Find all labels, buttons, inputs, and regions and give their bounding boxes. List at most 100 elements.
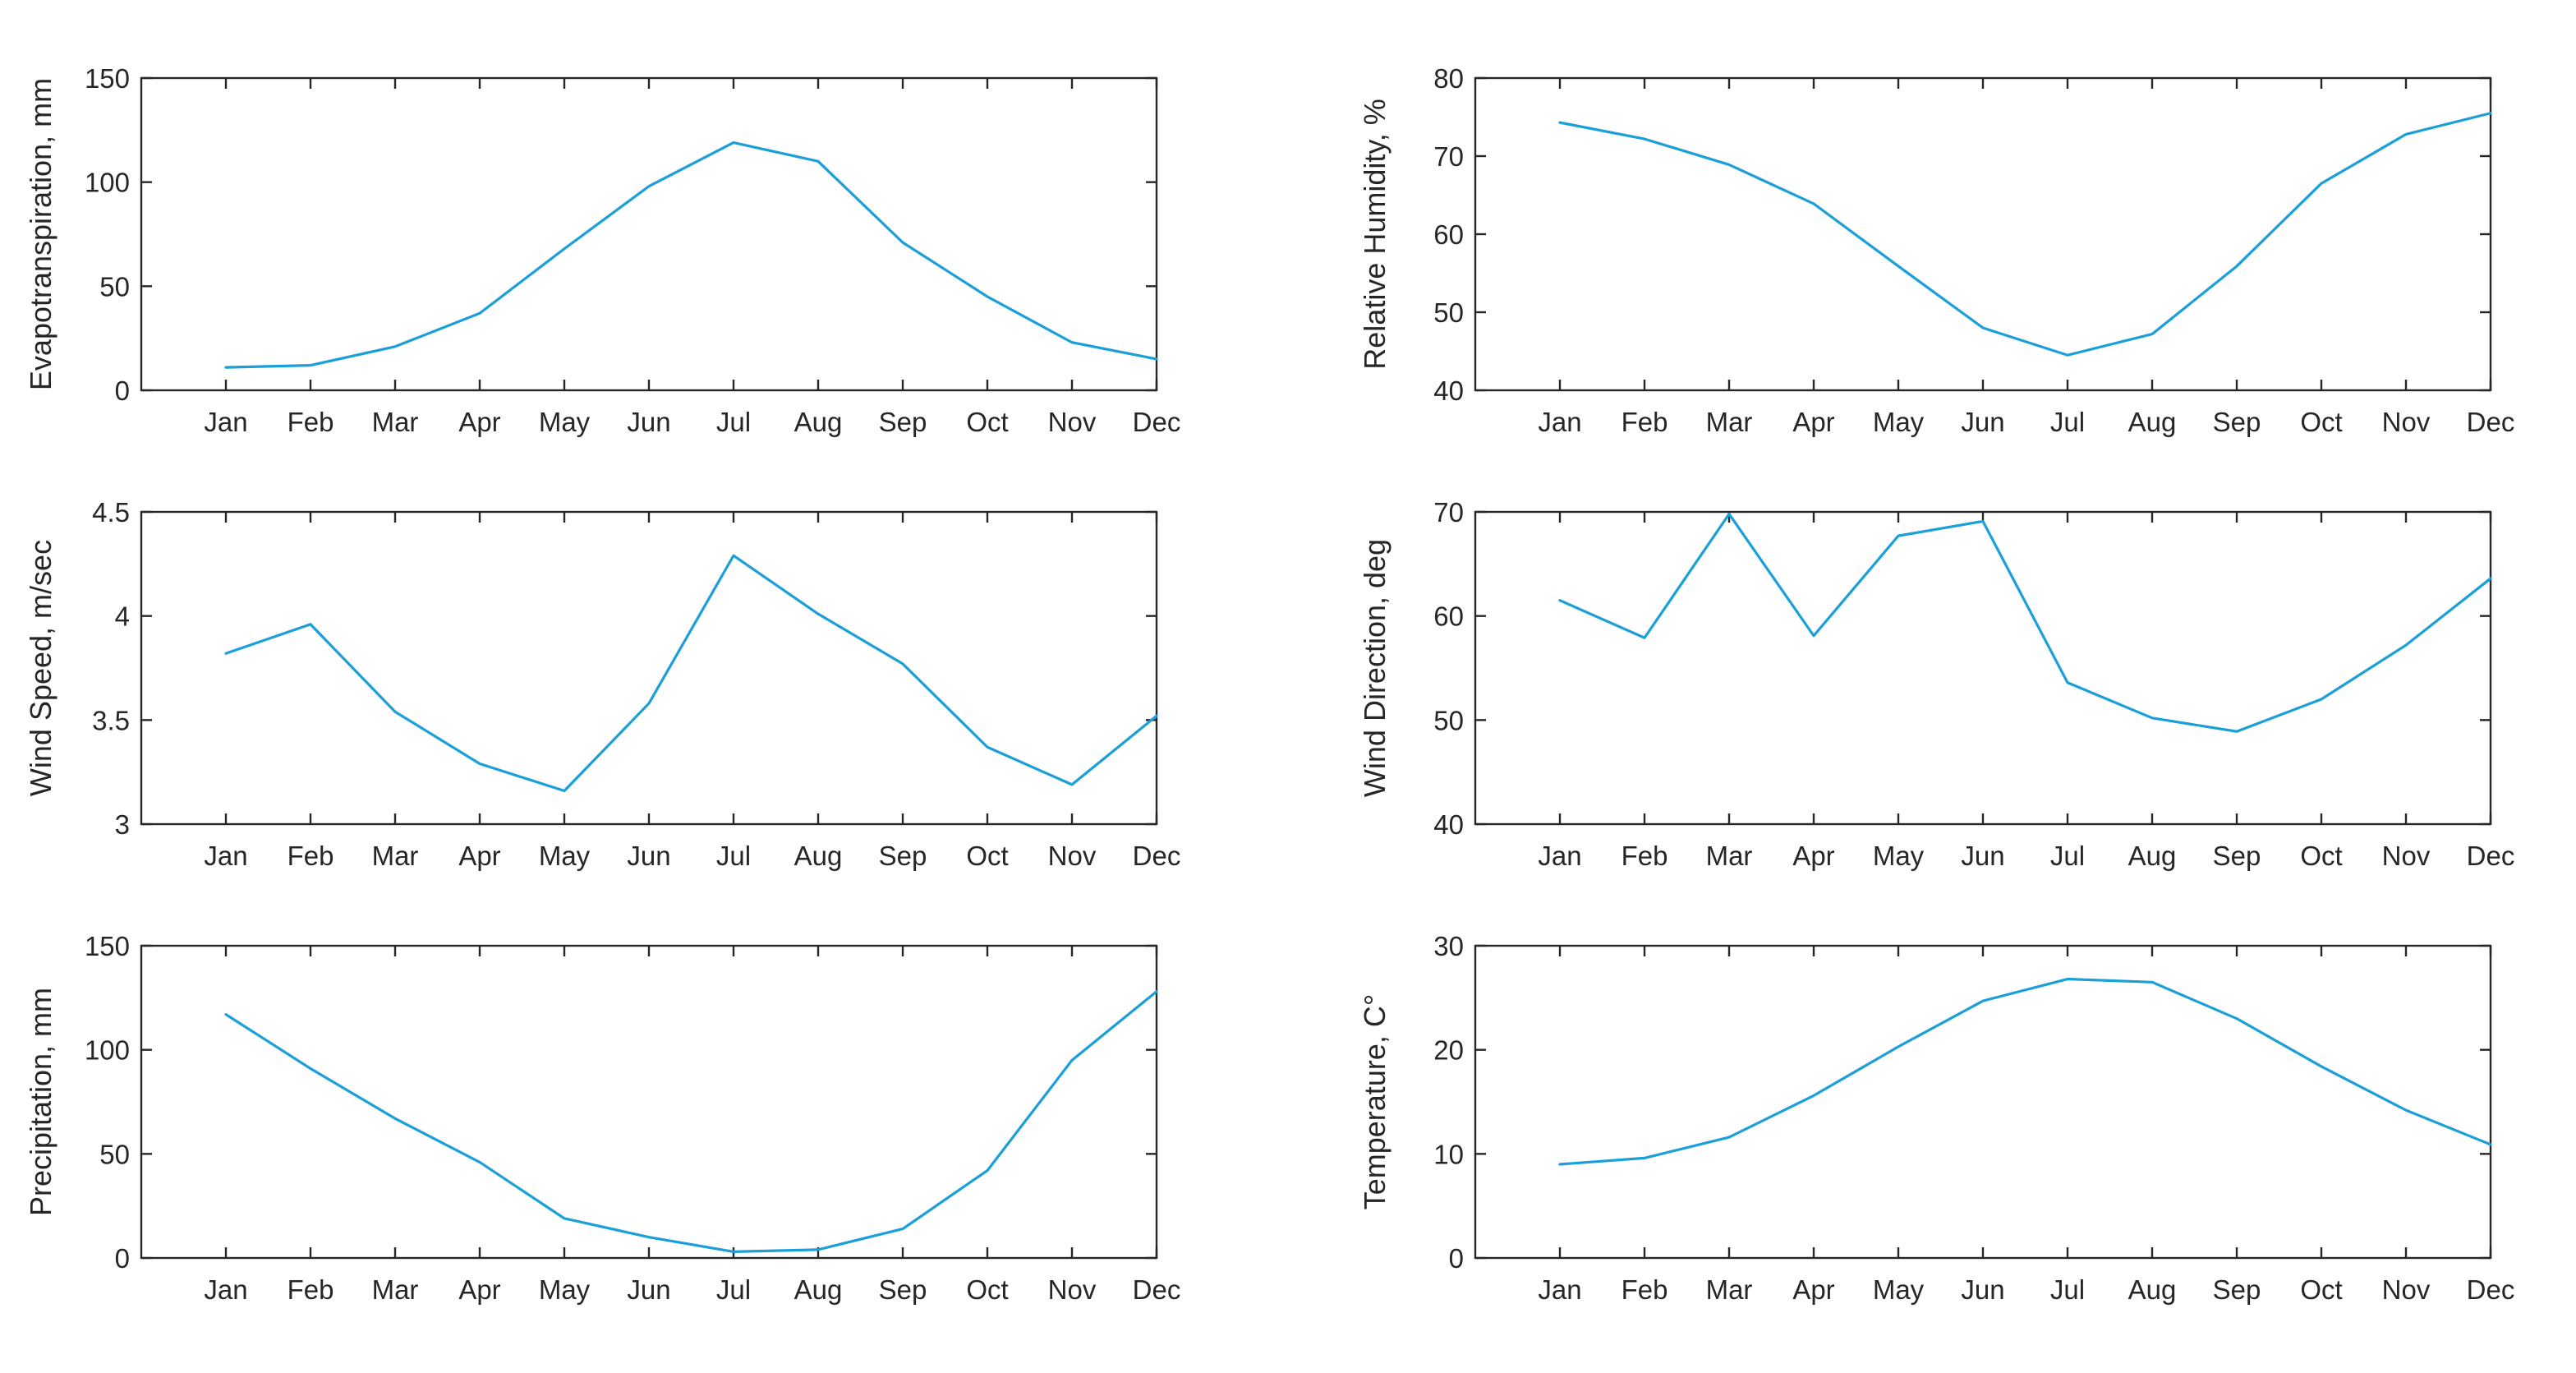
x-tick-label: Feb [288,407,334,437]
y-axis-label: Precipitation, mm [24,988,58,1216]
axes-box [140,510,1158,826]
x-tick-label: Feb [1622,1274,1668,1305]
x-tick-label: Aug [2128,1274,2177,1305]
y-tick-label: 50 [99,1139,130,1169]
x-tick-label: May [1873,841,1925,871]
y-tick-label: 4.5 [92,497,130,528]
y-axis-label: Relative Humidity, % [1358,99,1392,369]
y-tick-label: 0 [1449,1243,1464,1274]
y-tick-label: 30 [1433,931,1464,961]
x-tick-label: Jan [204,1274,247,1305]
x-tick-label: Jul [716,407,751,437]
x-tick-label: Dec [2467,841,2515,871]
chart-panel-5: 0 50 100 150 Jan Feb Mar Apr May Jun Jul Aug Sep Oct N… [24,931,1180,1305]
y-tick-label: 50 [99,271,130,302]
x-tick-label: May [539,1274,591,1305]
x-tick-label: Oct [966,407,1008,437]
y-tick-label: 50 [1433,297,1464,328]
x-tick-label: Jun [1961,1274,2004,1305]
x-tick-label: Oct [966,1274,1008,1305]
x-tick-label: Dec [2467,407,2515,437]
y-tick-label: 60 [1433,219,1464,250]
series-line [1558,112,2492,357]
x-tick-label: Mar [372,841,419,871]
x-tick-label: Aug [2128,407,2177,437]
x-tick-label: Aug [794,1274,843,1305]
x-tick-label: Dec [1133,1274,1181,1305]
series-line [1558,512,2492,733]
x-tick-label: Jun [1961,841,2004,871]
y-tick-label: 60 [1433,601,1464,632]
x-tick-label: Nov [2382,407,2431,437]
x-tick-label: Mar [1706,1274,1753,1305]
x-tick-label: May [539,841,591,871]
y-tick-label: 80 [1433,63,1464,94]
x-tick-label: Jul [2050,841,2085,871]
x-tick-label: Aug [794,407,843,437]
x-tick-label: Jul [2050,407,2085,437]
y-tick-label: 10 [1433,1139,1464,1169]
x-tick-label: Oct [2300,841,2342,871]
x-tick-label: Sep [879,841,927,871]
x-tick-label: Feb [288,1274,334,1305]
chart-panel-6: 0 10 20 30 Jan Feb Mar Apr May Jun Jul Aug Sep Oct Nov… [1358,931,2514,1305]
y-tick-label: 100 [85,168,130,198]
x-tick-label: Feb [1622,407,1668,437]
y-tick-label: 50 [1433,705,1464,735]
x-tick-label: Jun [627,1274,670,1305]
x-tick-label: Apr [1792,407,1834,437]
x-tick-label: Dec [1133,407,1181,437]
chart-panel-1: 0 50 100 150 Jan Feb Mar Apr May Jun Jul Aug Sep Oct N… [24,63,1180,437]
axes-box [140,944,1158,1260]
x-tick-label: Apr [458,407,500,437]
y-tick-label: 70 [1433,141,1464,172]
x-tick-label: Nov [1048,407,1097,437]
y-tick-label: 40 [1433,376,1464,406]
y-tick-label: 150 [85,63,130,94]
y-axis-label: Temperature, C° [1358,994,1392,1210]
x-tick-label: Jan [1538,407,1581,437]
x-tick-label: Jun [627,841,670,871]
x-tick-label: Oct [966,841,1008,871]
y-tick-label: 0 [115,1243,130,1274]
x-tick-label: May [1873,1274,1925,1305]
x-tick-label: Nov [2382,841,2431,871]
series-line [224,990,1158,1254]
x-tick-label: Sep [2213,407,2261,437]
x-tick-label: Sep [879,407,927,437]
x-tick-label: Oct [2300,1274,2342,1305]
x-tick-label: Jan [1538,1274,1581,1305]
y-axis-label: Wind Direction, deg [1358,539,1392,797]
y-tick-label: 100 [85,1035,130,1066]
x-tick-label: Jun [1961,407,2004,437]
x-tick-label: Apr [1792,1274,1834,1305]
y-tick-label: 20 [1433,1035,1464,1066]
y-tick-label: 40 [1433,809,1464,840]
x-tick-label: Mar [372,1274,419,1305]
x-tick-label: Jul [2050,1274,2085,1305]
y-axis-label: Wind Speed, m/sec [24,540,58,796]
x-tick-label: May [1873,407,1925,437]
x-tick-label: Mar [1706,407,1753,437]
x-tick-label: Sep [2213,841,2261,871]
x-tick-label: Aug [794,841,843,871]
x-tick-label: Jul [716,841,751,871]
y-tick-label: 150 [85,931,130,961]
y-tick-label: 4 [115,601,130,632]
x-tick-label: Nov [1048,841,1097,871]
axes-box [1474,510,2492,826]
x-tick-label: Jan [1538,841,1581,871]
x-tick-label: Sep [2213,1274,2261,1305]
x-tick-label: Jul [716,1274,751,1305]
series-line [224,141,1158,369]
x-tick-label: Apr [458,1274,500,1305]
x-tick-label: Nov [2382,1274,2431,1305]
x-tick-label: Sep [879,1274,927,1305]
chart-panel-3: 3 3.5 4 4.5 Jan Feb Mar Apr May Jun Jul Aug Sep Oct No… [24,497,1180,871]
x-tick-label: Nov [1048,1274,1097,1305]
x-tick-label: Dec [1133,841,1181,871]
axes-box [1474,76,2492,392]
axes-box [140,76,1158,392]
axes-box [1474,944,2492,1260]
